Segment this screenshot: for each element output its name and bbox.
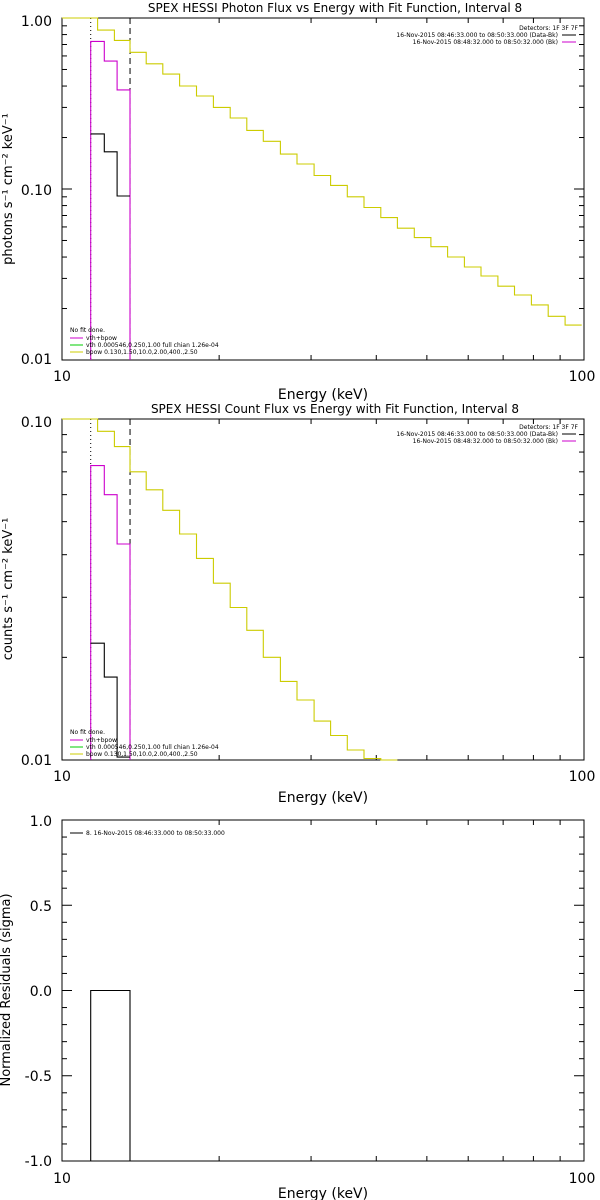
x-tick-label: 100 xyxy=(569,369,596,385)
y-tick-label: -1.0 xyxy=(25,1154,52,1170)
photon-flux-panel: SPEX HESSI Photon Flux vs Energy with Fi… xyxy=(1,1,595,403)
series-line xyxy=(90,133,130,197)
series-line xyxy=(62,17,582,326)
series-line xyxy=(90,465,131,760)
detectors-label: Detectors: 1F 3F 7F xyxy=(519,424,578,431)
legend-entry: vth 0.000546,0.250,1.00 full chian 1.26e… xyxy=(86,744,219,751)
x-axis-label: Energy (keV) xyxy=(278,1186,368,1200)
x-tick-label: 10 xyxy=(53,769,71,785)
plot-frame xyxy=(61,819,585,1162)
time-label-data: 16-Nov-2015 08:46:33.000 to 08:50:33.000… xyxy=(396,32,558,39)
y-tick-label: 1.0 xyxy=(30,814,52,830)
y-tick-label: 0.10 xyxy=(21,183,52,199)
y-axis-label: Normalized Residuals (sigma) xyxy=(0,893,14,1086)
x-tick-label: 10 xyxy=(53,369,71,385)
plot-frame xyxy=(61,418,585,761)
chart-title: SPEX HESSI Count Flux vs Energy with Fit… xyxy=(151,402,519,416)
y-tick-label: 0.10 xyxy=(21,415,52,431)
residual-legend-entry: 8. 16-Nov-2015 08:46:33.000 to 08:50:33.… xyxy=(86,830,225,837)
x-axis-label: Energy (keV) xyxy=(278,790,368,806)
legend-entry: vth 0.000546,0.250,1.00 full chian 1.26e… xyxy=(86,342,219,349)
time-label-bk: 16-Nov-2015 08:48:32.000 to 08:50:32.000… xyxy=(413,39,558,46)
y-tick-label: 0.01 xyxy=(21,753,52,769)
legend-entry: vth+bpow xyxy=(86,737,117,744)
fit-status: No fit done. xyxy=(70,327,105,334)
time-label-data: 16-Nov-2015 08:46:33.000 to 08:50:33.000… xyxy=(396,431,558,438)
series-line xyxy=(90,642,130,758)
legend-entry: bpow 0.130,1.50,10.0,2.00,400.,2.50 xyxy=(86,751,198,758)
fit-status: No fit done. xyxy=(70,729,105,736)
chart-title: SPEX HESSI Photon Flux vs Energy with Fi… xyxy=(148,1,522,15)
detectors-label: Detectors: 1F 3F 7F xyxy=(519,25,578,32)
y-axis-label: counts s⁻¹ cm⁻² keV⁻¹ xyxy=(1,518,16,661)
plot-area xyxy=(61,819,585,1162)
y-tick-label: 0.5 xyxy=(30,899,52,915)
x-axis-label: Energy (keV) xyxy=(278,387,368,403)
x-tick-label: 100 xyxy=(569,1171,596,1187)
x-tick-label: 100 xyxy=(569,769,596,785)
legend-entry: bpow 0.130,1.50,10.0,2.00,400.,2.50 xyxy=(86,349,198,356)
series-line xyxy=(90,989,131,1161)
plot-area xyxy=(61,418,585,761)
time-label-bk: 16-Nov-2015 08:48:32.000 to 08:50:32.000… xyxy=(413,438,558,445)
y-tick-label: 0.01 xyxy=(21,352,52,368)
count-flux-panel: SPEX HESSI Count Flux vs Energy with Fit… xyxy=(1,402,595,806)
series-line xyxy=(90,40,131,360)
y-tick-label: -0.5 xyxy=(25,1069,52,1085)
residuals-panel: 8. 16-Nov-2015 08:46:33.000 to 08:50:33.… xyxy=(0,814,595,1200)
plot-frame xyxy=(61,17,585,361)
y-axis-label: photons s⁻¹ cm⁻² keV⁻¹ xyxy=(1,113,16,265)
legend-entry: vth+bpow xyxy=(86,335,117,342)
x-tick-label: 10 xyxy=(53,1171,71,1187)
y-tick-label: 0.0 xyxy=(30,984,52,1000)
series-line xyxy=(62,418,398,761)
y-tick-label: 1.00 xyxy=(21,14,52,30)
plot-area xyxy=(61,17,585,361)
